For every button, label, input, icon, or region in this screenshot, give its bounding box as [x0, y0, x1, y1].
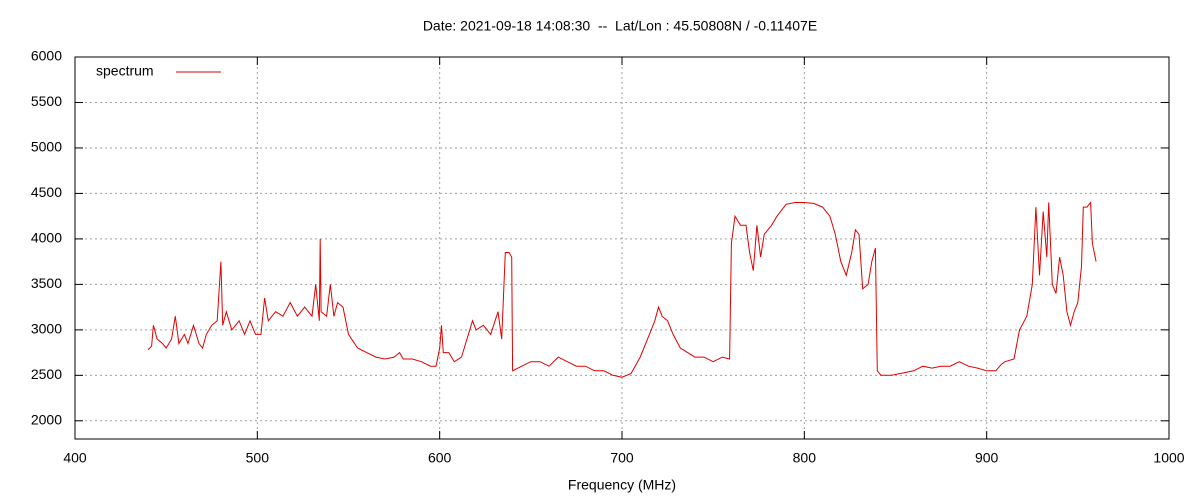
x-tick-label: 700	[610, 450, 634, 466]
y-tick-label: 2000	[31, 412, 62, 428]
plot-frame	[74, 56, 1170, 440]
x-tick-label: 1000	[1153, 450, 1184, 466]
spectrum-line	[147, 201, 1097, 378]
y-tick-label: 2500	[31, 366, 62, 382]
chart-title: Date: 2021-09-18 14:08:30 -- Lat/Lon : 4…	[423, 18, 817, 34]
x-tick-label: 600	[428, 450, 452, 466]
y-tick-label: 5500	[31, 93, 62, 109]
x-tick-label: 500	[246, 450, 270, 466]
y-tick-label: 5000	[31, 139, 62, 155]
x-tick-label: 900	[975, 450, 999, 466]
y-tick-label: 6000	[31, 48, 62, 64]
x-tick-label: 400	[63, 450, 87, 466]
y-tick-label: 4500	[31, 184, 62, 200]
x-axis-label: Frequency (MHz)	[568, 477, 676, 493]
y-tick-label: 4000	[31, 230, 62, 246]
x-tick-label: 800	[793, 450, 817, 466]
y-tick-label: 3500	[31, 275, 62, 291]
legend-label: spectrum	[96, 63, 154, 79]
y-tick-label: 3000	[31, 321, 62, 337]
